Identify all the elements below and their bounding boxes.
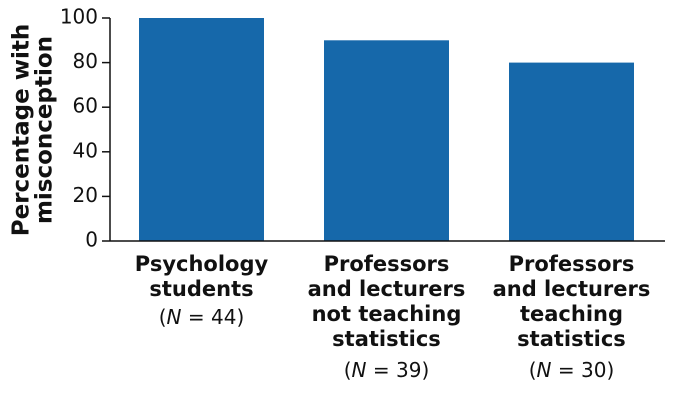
x-tick-label: not teaching [312,302,462,326]
sample-label-part: ( [159,305,167,329]
sample-label-part: = 44) [182,305,245,329]
sample-label: (N = 39) [344,358,430,382]
y-axis-label: Percentage with [9,24,35,237]
sample-label-part: = 39) [367,358,430,382]
sample-label: (N = 44) [159,305,245,329]
sample-label-part: N [537,358,552,382]
sample-label-part: ( [529,358,537,382]
x-tick-label: students [149,277,253,301]
y-tick-label: 0 [85,228,98,252]
y-tick-label: 80 [73,49,98,73]
bar [324,40,449,241]
x-tick-label: statistics [517,327,626,351]
sample-label-part: ( [344,358,352,382]
sample-label-part: = 30) [552,358,615,382]
y-tick-label: 20 [73,183,98,207]
y-tick-label: 100 [60,5,98,29]
x-tick-label: and lecturers [308,277,466,301]
y-tick-label: 60 [73,94,98,118]
x-tick-label: Professors [324,252,450,276]
sample-label-part: N [352,358,367,382]
bar [509,62,634,241]
x-tick-label: Professors [509,252,635,276]
x-tick-label: and lecturers [493,277,651,301]
sample-label-part: N [167,305,182,329]
sample-label: (N = 30) [529,358,615,382]
x-tick-label: teaching [520,302,623,326]
y-axis-label: misconception [32,36,58,224]
y-tick-label: 40 [73,138,98,162]
x-tick-label: statistics [332,327,441,351]
bar [139,18,264,241]
x-tick-label: Psychology [135,252,269,276]
